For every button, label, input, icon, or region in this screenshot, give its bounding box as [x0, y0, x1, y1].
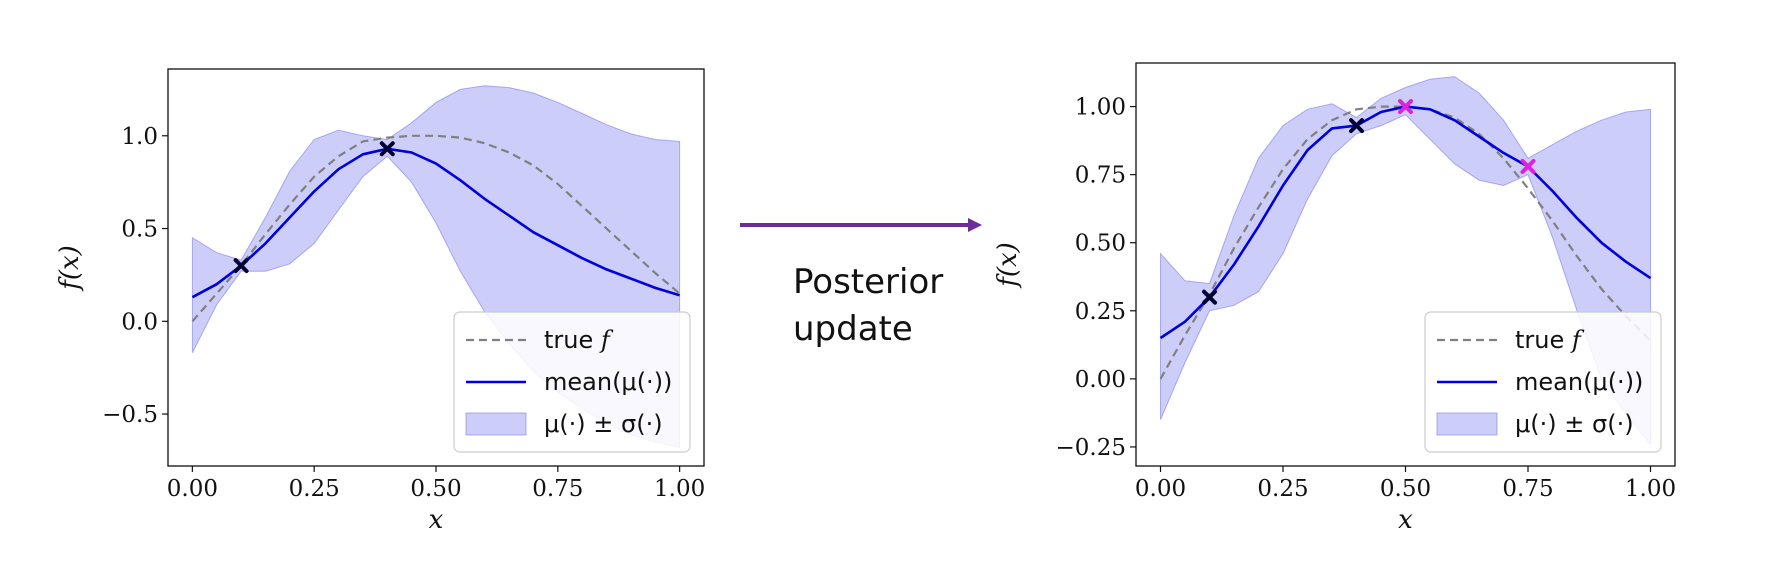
legend-box: [1424, 311, 1662, 453]
legend-label: mean(μ(·)): [544, 368, 672, 396]
arrow-caption-line2: update: [793, 309, 913, 349]
y-tick-label: 1.00: [1075, 95, 1126, 121]
y-tick-label: 0.25: [1075, 299, 1126, 325]
legend-label-text: μ(·) ± σ(·): [544, 410, 663, 438]
legend-label-text: μ(·) ± σ(·): [1515, 410, 1634, 438]
observation-marker: [1202, 289, 1217, 305]
x-tick-label: 0.50: [410, 476, 461, 502]
x-tick-label: 0.25: [1257, 476, 1308, 502]
y-axis-label: f(x): [993, 242, 1023, 289]
legend-swatch-band: [465, 412, 527, 436]
chart-right: 0.00 0.25 0.50 0.75 1.00 −0.25 0.00 0.25 0.50 0.7…: [993, 62, 1676, 535]
y-tick-label: 0.50: [1075, 231, 1126, 257]
true-f-line: [1159, 105, 1652, 380]
observation-marker: [1349, 118, 1364, 134]
mean-line: [191, 147, 680, 299]
y-tick-label: −0.25: [1056, 435, 1126, 461]
legend-label-text: true: [1515, 326, 1572, 354]
x-tick-label: 0.00: [167, 476, 218, 502]
y-tick-label: 0.5: [121, 217, 158, 243]
legend-label: mean(μ(·)): [1515, 368, 1643, 396]
x-tick-label: 1.00: [654, 476, 705, 502]
y-tick-label: 0.00: [1075, 367, 1126, 393]
legend-label: true f: [544, 326, 614, 354]
legend-label-text: mean(μ(·)): [1515, 368, 1643, 396]
observation-marker: [233, 258, 249, 274]
x-axis-label: x: [1398, 505, 1413, 535]
new-observation-marker: [1398, 99, 1413, 115]
posterior-update-arrow: Posterior update: [740, 218, 982, 349]
observation-marker: [379, 141, 395, 157]
legend-swatch-band: [1436, 412, 1498, 436]
true-f-line: [191, 134, 681, 323]
y-tick-label: 0.0: [121, 309, 158, 335]
legend: true f mean(μ(·)) μ(·) ± σ(·): [1424, 311, 1662, 453]
x-tick-label: 1.00: [1625, 476, 1676, 502]
new-observation-marker: [1520, 158, 1536, 174]
x-tick-label: 0.25: [289, 476, 340, 502]
arrow-caption-line1: Posterior: [793, 262, 943, 302]
legend-label-text: true: [544, 326, 601, 354]
y-axis-label: f(x): [55, 245, 85, 292]
legend-label: μ(·) ± σ(·): [1515, 410, 1634, 438]
legend-label: true f: [1515, 326, 1585, 354]
x-tick-label: 0.50: [1380, 476, 1431, 502]
legend-box: [453, 311, 691, 453]
y-tick-label: −0.5: [102, 402, 158, 428]
legend: true f mean(μ(·)) μ(·) ± σ(·): [453, 311, 691, 453]
x-tick-label: 0.75: [532, 476, 583, 502]
x-axis-label: x: [429, 505, 444, 535]
legend-label: μ(·) ± σ(·): [544, 410, 663, 438]
arrow-head: [968, 218, 982, 232]
chart-left: 0.00 0.25 0.50 0.75 1.00 −0.5 0.0 0.5 1.0 x f(x) tr…: [55, 68, 705, 535]
legend-label-text: mean(μ(·)): [544, 368, 672, 396]
y-tick-label: 0.75: [1075, 163, 1126, 189]
x-tick-label: 0.00: [1135, 476, 1186, 502]
x-tick-label: 0.75: [1502, 476, 1553, 502]
y-tick-label: 1.0: [121, 124, 158, 150]
